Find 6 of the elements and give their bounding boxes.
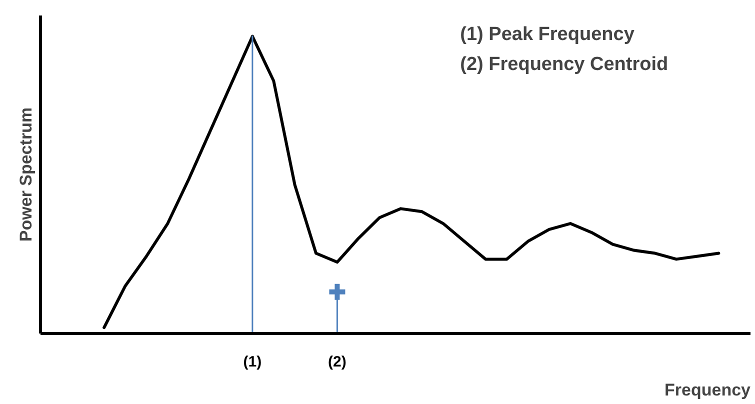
x-tick-label: (2) — [328, 354, 346, 370]
y-axis-title: Power Spectrum — [16, 107, 36, 242]
x-tick-label: (1) — [243, 354, 262, 370]
annotation: (1) Peak Frequency — [460, 24, 635, 46]
annotation: (2) Frequency Centroid — [460, 54, 668, 75]
x-axis-title: Frequency — [664, 380, 752, 400]
